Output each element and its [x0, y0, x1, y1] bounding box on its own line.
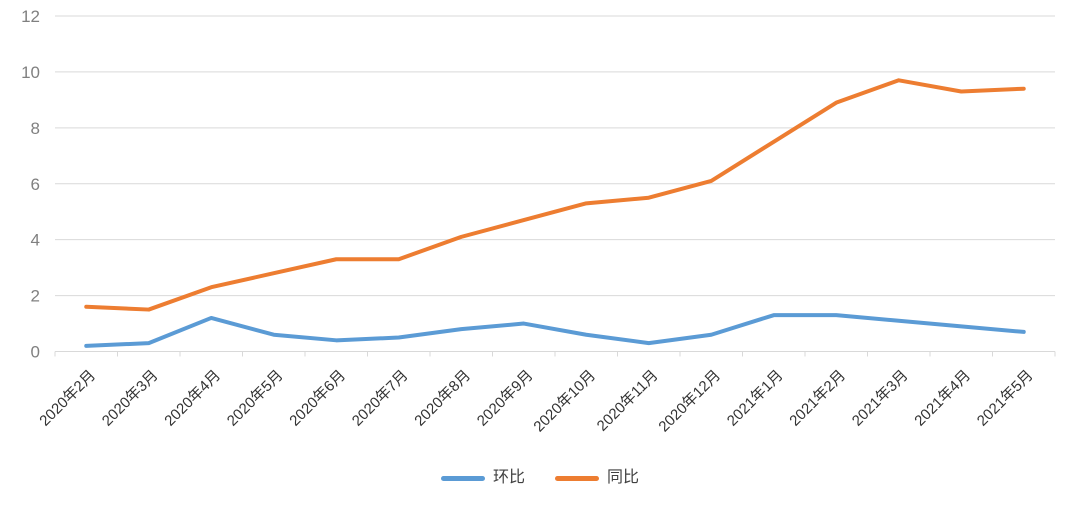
x-axis-tick-label: 2020年9月: [474, 367, 537, 430]
yoy-line-swatch: [555, 475, 599, 481]
x-axis-tick-label: 2020年7月: [349, 367, 412, 430]
x-axis-tick-label: 2020年11月: [594, 367, 662, 435]
yoy-series-line: [84, 78, 1026, 312]
y-axis-tick-label: 12: [21, 7, 40, 26]
legend-item-yoy: 同比: [555, 470, 639, 486]
x-axis-tick-label: 2020年6月: [286, 367, 349, 430]
x-axis-tick-label: 2021年4月: [911, 367, 974, 430]
x-axis-tick-label: 2020年3月: [99, 367, 162, 430]
x-axis-tick-label: 2021年5月: [974, 367, 1037, 430]
y-axis-tick-label: 6: [31, 175, 40, 194]
x-axis-tick-label: 2020年5月: [224, 367, 287, 430]
y-axis-tick-label: 4: [31, 231, 40, 250]
x-axis-tick-label: 2021年1月: [724, 367, 787, 430]
y-axis-tick-label: 2: [31, 287, 40, 306]
chart-legend: 环比 同比: [0, 470, 1080, 486]
x-axis-tick-label: 2020年12月: [655, 367, 724, 436]
legend-label-mom: 环比: [492, 469, 525, 486]
x-axis-tick-label: 2021年2月: [786, 367, 849, 430]
mom-series-line: [84, 313, 1026, 348]
x-axis-tick-label: 2020年4月: [161, 367, 224, 430]
y-axis-tick-label: 0: [31, 343, 40, 362]
mom-line-swatch: [440, 475, 485, 481]
y-axis-tick-label: 8: [31, 119, 40, 138]
x-axis-tick-label: 2021年3月: [849, 367, 912, 430]
x-axis-tick-label: 2020年2月: [36, 367, 99, 430]
x-axis-tick-label: 2020年8月: [411, 367, 474, 430]
x-axis-tick-label: 2020年10月: [530, 367, 599, 436]
y-axis-tick-label: 10: [21, 63, 40, 82]
legend-item-mom: 环比: [440, 469, 525, 486]
legend-label-yoy: 同比: [607, 469, 640, 486]
